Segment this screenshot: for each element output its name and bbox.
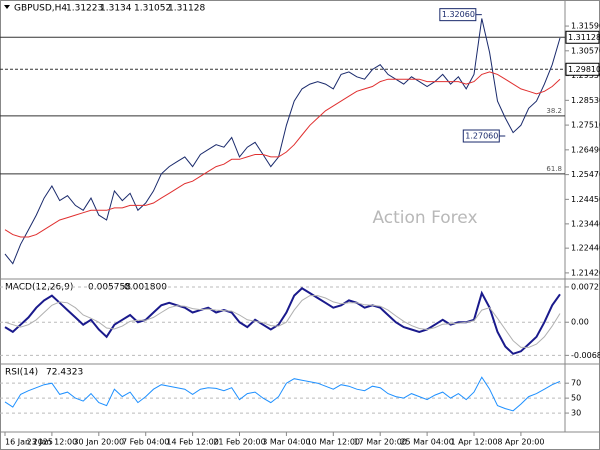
symbol: GBPUSD,H4 — [14, 4, 67, 14]
x-tick-label: 25 Mar 04:00 — [400, 438, 453, 447]
y-tick-label: 1.28530 — [571, 96, 600, 105]
signal-value: 0.001800 — [124, 283, 167, 293]
ohlc-close: 1.31128 — [168, 4, 205, 14]
price-label: 1.31128 — [568, 33, 600, 42]
macd-title: MACD(12,26,9) — [5, 283, 73, 293]
y-tick-label: 1.21420 — [571, 268, 600, 277]
y-tick-label: 1.26490 — [571, 145, 600, 154]
annotation-box — [462, 129, 500, 143]
ohlc-low: 1.31052 — [134, 4, 171, 14]
x-tick-label: 21 Feb 20:00 — [213, 438, 265, 447]
series-line — [4, 295, 561, 348]
x-tick-label: 10 Mar 12:00 — [307, 438, 360, 447]
y-tick-label: 1.24450 — [571, 195, 600, 204]
rsi-title: RSI(14) — [5, 368, 38, 378]
series-line — [4, 71, 561, 238]
y-tick-label: 1.31590 — [571, 22, 600, 31]
rsi-value: 72.4323 — [46, 368, 83, 378]
price-box — [565, 30, 600, 44]
x-tick-label: 17 Mar 20:00 — [354, 438, 407, 447]
y-tick-label: 0.00 — [571, 318, 589, 327]
fib-label: 38.2 — [546, 107, 562, 115]
annotation-label: 1.27060 — [465, 132, 498, 141]
y-tick-label: 1.27510 — [571, 121, 600, 130]
x-tick-label: 30 Jan 20:00 — [73, 438, 124, 447]
x-tick-label: 7 Feb 04:00 — [122, 438, 169, 447]
price-label: 1.29810 — [568, 65, 600, 74]
watermark: Action Forex — [372, 208, 477, 228]
y-tick-label: 1.23440 — [571, 219, 600, 228]
y-tick-label: 1.22440 — [571, 244, 600, 253]
y-tick-label: 50 — [571, 394, 581, 403]
y-tick-label: -0.006832 — [571, 351, 600, 360]
x-tick-label: 14 Feb 12:00 — [166, 438, 218, 447]
annotation-label: 1.32060 — [442, 10, 475, 19]
x-tick-label: 23 Jan 12:00 — [27, 438, 78, 447]
x-tick-label: 1 Apr 12:00 — [450, 438, 497, 447]
series-line — [4, 18, 561, 265]
y-tick-label: 70 — [571, 379, 581, 388]
series-line — [4, 376, 561, 412]
y-tick-label: 1.30570 — [571, 46, 600, 55]
fib-label: 61.8 — [546, 165, 562, 173]
x-tick-label: 16 Jan 2025 — [5, 438, 53, 447]
x-tick-label: 3 Mar 04:00 — [262, 438, 310, 447]
y-tick-label: 1.25470 — [571, 170, 600, 179]
ohlc-open: 1.31223 — [66, 4, 103, 14]
x-tick-label: 8 Apr 20:00 — [497, 438, 544, 447]
annotation-box — [439, 8, 477, 22]
ohlc-high: 1.3134 — [100, 4, 132, 14]
price-box — [565, 62, 600, 76]
menu-arrow[interactable] — [4, 5, 10, 9]
macd-value: 0.005758 — [88, 283, 131, 293]
y-tick-label: 0.007272 — [571, 282, 600, 291]
y-tick-label: 30 — [571, 409, 581, 418]
